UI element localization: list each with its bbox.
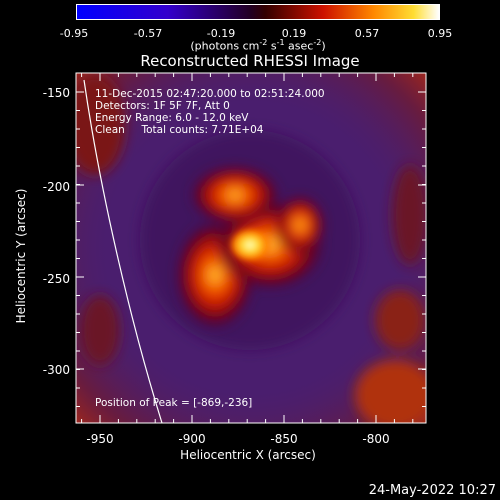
clean-counts: Clean Total counts: 7.71E+04 <box>95 124 264 136</box>
date-stamp: 24-May-2022 10:27 <box>368 483 496 498</box>
y-tick-label: -200 <box>42 180 70 194</box>
axis-ticks <box>76 73 426 423</box>
colorbar-tick-label: -0.95 <box>59 27 89 40</box>
colorbar <box>76 4 440 20</box>
x-tick-label: -950 <box>86 432 114 446</box>
y-axis-label: Heliocentric Y (arcsec) <box>14 188 28 324</box>
plot-frame <box>75 72 427 424</box>
colorbar-tick-label: -0.57 <box>133 27 163 40</box>
colorbar-tick-label: 0.95 <box>427 27 453 40</box>
colorbar-tick-label: 0.19 <box>281 27 307 40</box>
limb-curve <box>83 79 163 423</box>
energy-range: Energy Range: 6.0 - 12.0 keV <box>95 112 249 124</box>
x-tick-label: -900 <box>178 432 206 446</box>
heatmap-image <box>76 73 426 423</box>
x-axis-label: Heliocentric X (arcsec) <box>180 448 316 462</box>
colorbar-tick-label: 0.57 <box>354 27 380 40</box>
time-range: 11-Dec-2015 02:47:20.000 to 02:51:24.000 <box>95 88 325 100</box>
chart-title: Reconstructed RHESSI Image <box>140 52 360 70</box>
colorbar-units: (photons cm-2 s-1 asec-2) <box>190 38 326 53</box>
x-tick-label: -800 <box>362 432 390 446</box>
y-tick-label: -250 <box>42 272 70 286</box>
peak-position: Position of Peak = [-869,-236] <box>95 397 253 409</box>
colorbar-tick-label: -0.19 <box>206 27 236 40</box>
y-tick-label: -150 <box>42 86 70 100</box>
x-tick-label: -850 <box>270 432 298 446</box>
detectors-info: Detectors: 1F 5F 7F, Att 0 <box>95 100 230 112</box>
colorbar-gradient <box>77 5 439 19</box>
y-tick-label: -300 <box>42 363 70 377</box>
